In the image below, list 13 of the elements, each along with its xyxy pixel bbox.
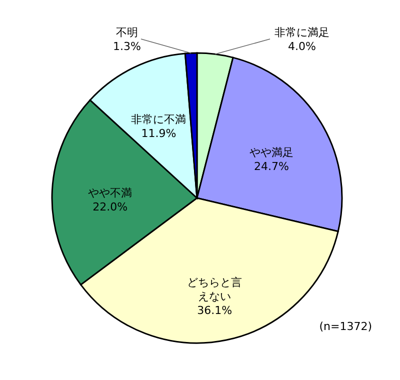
data-label: 22.0% (92, 200, 128, 214)
data-label: 24.7% (254, 160, 289, 174)
data-label: 1.3% (113, 40, 141, 53)
slice-label: どちらと言えない (187, 276, 242, 304)
data-label: 36.1% (197, 304, 232, 318)
data-label: 11.9% (141, 126, 176, 140)
slice-label: 非常に不満 (131, 112, 186, 126)
slice-label: やや満足 (249, 146, 294, 160)
slice-label: やや不満 (88, 186, 132, 200)
slice-label: 非常に満足 (274, 26, 330, 39)
text: (n=1372) (319, 320, 372, 333)
data-label: 4.0% (288, 40, 316, 53)
slice-label: 不明 (116, 26, 138, 39)
